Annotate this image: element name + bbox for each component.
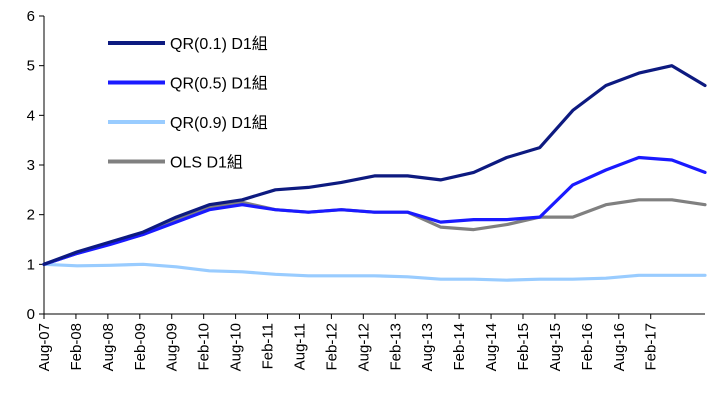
legend: QR(0.1) D1組 QR(0.5) D1組 QR(0.9) D1組 OLS D1組 [108, 35, 268, 172]
y-axis: 0 1 2 3 4 5 6 [27, 8, 45, 323]
x-tick-label: Feb-09 [132, 323, 149, 371]
legend-label: QR(0.5) D1組 [170, 75, 268, 93]
x-tick-label: Feb-11 [260, 323, 277, 369]
series-line-1 [42, 155, 707, 266]
legend-label: OLS D1組 [170, 154, 243, 172]
x-tick-label: Aug-13 [419, 323, 436, 371]
series-line-2 [42, 262, 707, 282]
x-tick-label: Aug-15 [547, 323, 564, 371]
y-tick-label: 4 [27, 107, 35, 124]
x-tick-label: Feb-10 [196, 323, 213, 371]
x-tick-label: Feb-08 [68, 323, 85, 371]
x-tick-label: Aug-16 [611, 323, 628, 371]
x-tick-label: Feb-16 [579, 323, 596, 371]
y-tick-label: 6 [27, 8, 35, 25]
y-tick-label: 5 [27, 58, 35, 75]
x-tick-label: Feb-13 [387, 323, 404, 371]
x-tick-label: Feb-17 [643, 323, 660, 371]
legend-label: QR(0.1) D1組 [170, 35, 268, 53]
x-tick-label: Feb-14 [451, 323, 468, 371]
x-tick-label: Aug-07 [36, 323, 53, 371]
legend-label: QR(0.9) D1組 [170, 114, 268, 132]
x-tick-label: Aug-12 [355, 323, 372, 371]
x-tick-label: Feb-12 [323, 323, 340, 371]
y-tick-label: 1 [27, 256, 35, 273]
series-line-0 [42, 64, 707, 266]
x-tick-label: Aug-10 [228, 323, 245, 371]
y-tick-label: 3 [27, 157, 35, 174]
y-tick-label: 2 [27, 207, 35, 224]
y-tick-label: 0 [27, 306, 35, 323]
x-tick-label: Aug-08 [100, 323, 117, 371]
x-tick-label: Aug-09 [164, 323, 181, 371]
x-tick-label: Aug-11 [291, 323, 308, 370]
series-lines [42, 64, 707, 282]
x-axis: Aug-07 Feb-08 Aug-08 Feb-09 Aug-09 Feb-10 Aug-… [36, 313, 705, 371]
x-tick-label: Aug-14 [483, 323, 500, 371]
x-tick-label: Feb-15 [515, 323, 532, 371]
